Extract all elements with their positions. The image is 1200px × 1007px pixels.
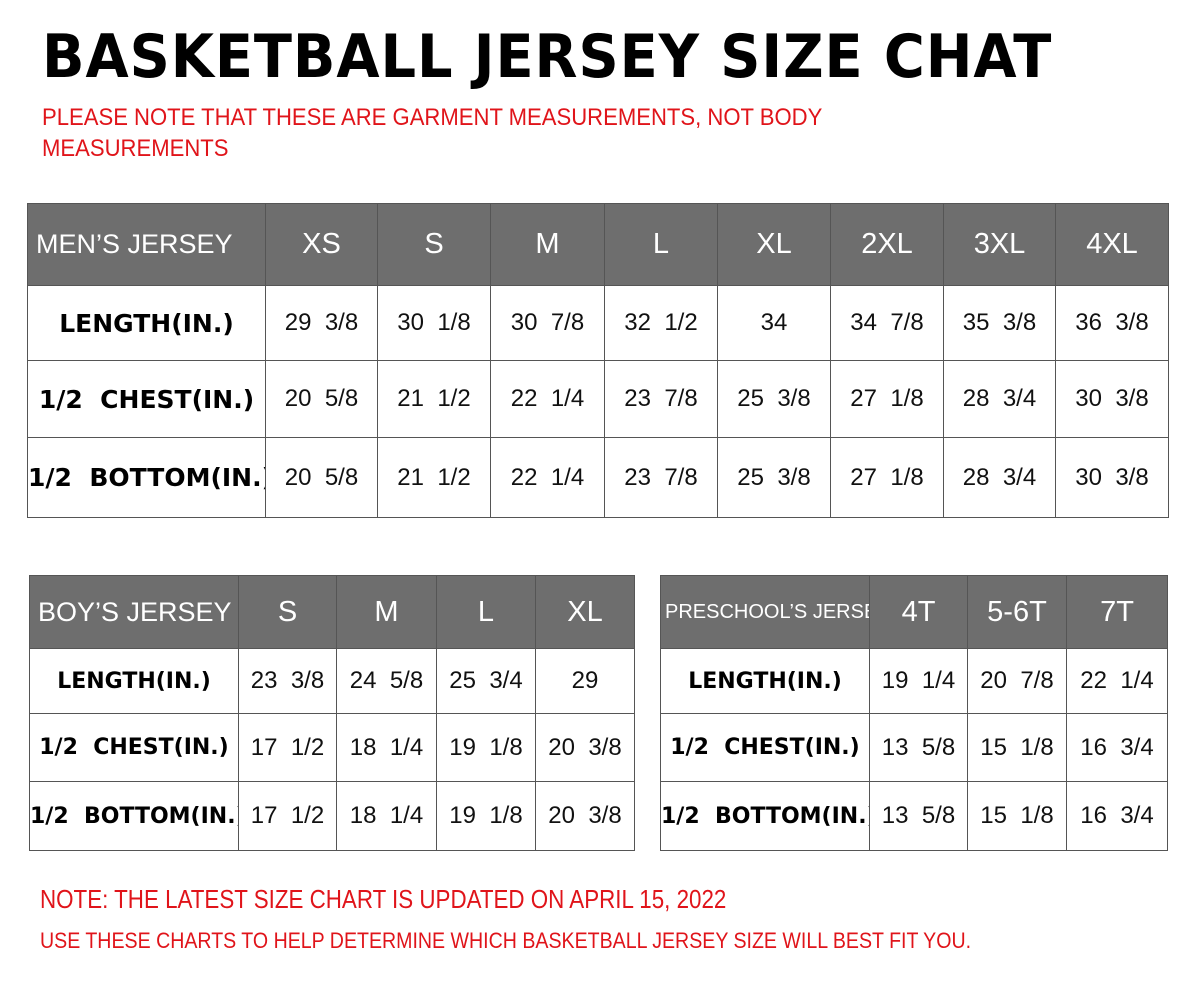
size-header: 4T — [869, 575, 968, 649]
size-header: 4XL — [1055, 203, 1169, 286]
table-title: BOY’S JERSEY — [29, 575, 239, 649]
size-header: M — [336, 575, 437, 649]
size-header: 5-6T — [967, 575, 1067, 649]
size-header: 7T — [1066, 575, 1168, 649]
measurement-value: 20 3/8 — [535, 713, 635, 782]
preschool-size-table: PRESCHOOL’S JERSEY 4T 5-6T 7T LENGTH(IN.) 19 … — [660, 575, 1168, 851]
measurement-value: 25 3/8 — [717, 437, 831, 518]
measurement-value: 35 3/8 — [943, 285, 1056, 361]
measurement-value: 32 1/2 — [604, 285, 718, 361]
measurement-value: 24 5/8 — [336, 648, 437, 714]
fit-note: USE THESE CHARTS TO HELP DETERMINE WHICH… — [40, 928, 972, 953]
size-header: 3XL — [943, 203, 1056, 286]
measurement-value: 13 5/8 — [869, 713, 968, 782]
measurement-value: 30 1/8 — [377, 285, 491, 361]
measurement-value: 27 1/8 — [830, 360, 944, 438]
measurement-value: 19 1/4 — [869, 648, 968, 714]
table-row: LENGTH(IN.) 23 3/8 24 5/8 25 3/4 29 — [29, 648, 635, 714]
table-row: 1/2 CHEST(IN.) 20 5/8 21 1/2 22 1/4 23 7/8 25… — [27, 360, 1169, 438]
page-title: BASKETBALL JERSEY SIZE CHAT — [42, 22, 1053, 92]
measurement-value: 20 3/8 — [535, 781, 635, 851]
size-header: L — [436, 575, 536, 649]
size-header: M — [490, 203, 605, 286]
measurement-label: 1/2 CHEST(IN.) — [27, 360, 266, 438]
table-title: MEN’S JERSEY — [27, 203, 266, 286]
table-row: 1/2 BOTTOM(IN.) 17 1/2 18 1/4 19 1/8 20 3/8 — [29, 781, 635, 851]
measurement-value: 18 1/4 — [336, 713, 437, 782]
measurement-value: 23 7/8 — [604, 437, 718, 518]
measurement-value: 17 1/2 — [238, 781, 337, 851]
header-row: MEN’S JERSEY XS S M L XL 2XL 3XL 4XL — [27, 203, 1169, 286]
measurement-value: 19 1/8 — [436, 781, 536, 851]
table-row: 1/2 BOTTOM(IN.) 20 5/8 21 1/2 22 1/4 23 7/8 2… — [27, 437, 1169, 518]
measurement-value: 19 1/8 — [436, 713, 536, 782]
measurement-value: 23 7/8 — [604, 360, 718, 438]
measurement-value: 13 5/8 — [869, 781, 968, 851]
measurement-value: 22 1/4 — [1066, 648, 1168, 714]
table-row: 1/2 BOTTOM(IN.) 13 5/8 15 1/8 16 3/4 — [660, 781, 1168, 851]
measurement-value: 25 3/4 — [436, 648, 536, 714]
measurement-value: 29 3/8 — [265, 285, 378, 361]
measurement-label: 1/2 CHEST(IN.) — [660, 713, 870, 782]
measurement-value: 20 5/8 — [265, 437, 378, 518]
table-row: LENGTH(IN.) 19 1/4 20 7/8 22 1/4 — [660, 648, 1168, 714]
size-header: S — [238, 575, 337, 649]
measurement-label: LENGTH(IN.) — [660, 648, 870, 714]
measurement-value: 30 7/8 — [490, 285, 605, 361]
measurement-value: 17 1/2 — [238, 713, 337, 782]
size-header: S — [377, 203, 491, 286]
measurement-value: 30 3/8 — [1055, 360, 1169, 438]
measurement-value: 16 3/4 — [1066, 781, 1168, 851]
measurement-value: 36 3/8 — [1055, 285, 1169, 361]
update-note: NOTE: THE LATEST SIZE CHART IS UPDATED O… — [40, 884, 727, 914]
table-row: 1/2 CHEST(IN.) 13 5/8 15 1/8 16 3/4 — [660, 713, 1168, 782]
header-row: BOY’S JERSEY S M L XL — [29, 575, 635, 649]
table-row: 1/2 CHEST(IN.) 17 1/2 18 1/4 19 1/8 20 3/8 — [29, 713, 635, 782]
measurement-value: 15 1/8 — [967, 781, 1067, 851]
measurement-value: 18 1/4 — [336, 781, 437, 851]
measurement-label: 1/2 BOTTOM(IN.) — [660, 781, 870, 851]
table-row: LENGTH(IN.) 29 3/8 30 1/8 30 7/8 32 1/2 34 34 … — [27, 285, 1169, 361]
measurement-value: 28 3/4 — [943, 437, 1056, 518]
measurement-value: 27 1/8 — [830, 437, 944, 518]
size-header: XL — [535, 575, 635, 649]
size-header: XS — [265, 203, 378, 286]
table-title: PRESCHOOL’S JERSEY — [660, 575, 870, 649]
size-header: 2XL — [830, 203, 944, 286]
size-header: L — [604, 203, 718, 286]
header-row: PRESCHOOL’S JERSEY 4T 5-6T 7T — [660, 575, 1168, 649]
garment-note-line-1: PLEASE NOTE THAT THESE ARE GARMENT MEASU… — [42, 104, 823, 131]
measurement-value: 20 5/8 — [265, 360, 378, 438]
measurement-value: 34 7/8 — [830, 285, 944, 361]
measurement-label: 1/2 BOTTOM(IN.) — [27, 437, 266, 518]
measurement-value: 21 1/2 — [377, 360, 491, 438]
measurement-value: 34 — [717, 285, 831, 361]
measurement-value: 16 3/4 — [1066, 713, 1168, 782]
measurement-value: 20 7/8 — [967, 648, 1067, 714]
measurement-label: LENGTH(IN.) — [27, 285, 266, 361]
garment-note-line-2: MEASUREMENTS — [42, 135, 229, 162]
size-header: XL — [717, 203, 831, 286]
measurement-value: 15 1/8 — [967, 713, 1067, 782]
mens-size-table: MEN’S JERSEY XS S M L XL 2XL 3XL 4XL LENGTH(IN.) 2… — [27, 203, 1169, 518]
measurement-value: 23 3/8 — [238, 648, 337, 714]
boys-size-table: BOY’S JERSEY S M L XL LENGTH(IN.) 23 3/8 24 5/8… — [29, 575, 635, 851]
measurement-value: 28 3/4 — [943, 360, 1056, 438]
measurement-value: 25 3/8 — [717, 360, 831, 438]
measurement-label: 1/2 BOTTOM(IN.) — [29, 781, 239, 851]
measurement-value: 29 — [535, 648, 635, 714]
measurement-value: 30 3/8 — [1055, 437, 1169, 518]
measurement-label: 1/2 CHEST(IN.) — [29, 713, 239, 782]
measurement-value: 21 1/2 — [377, 437, 491, 518]
measurement-value: 22 1/4 — [490, 437, 605, 518]
measurement-value: 22 1/4 — [490, 360, 605, 438]
measurement-label: LENGTH(IN.) — [29, 648, 239, 714]
